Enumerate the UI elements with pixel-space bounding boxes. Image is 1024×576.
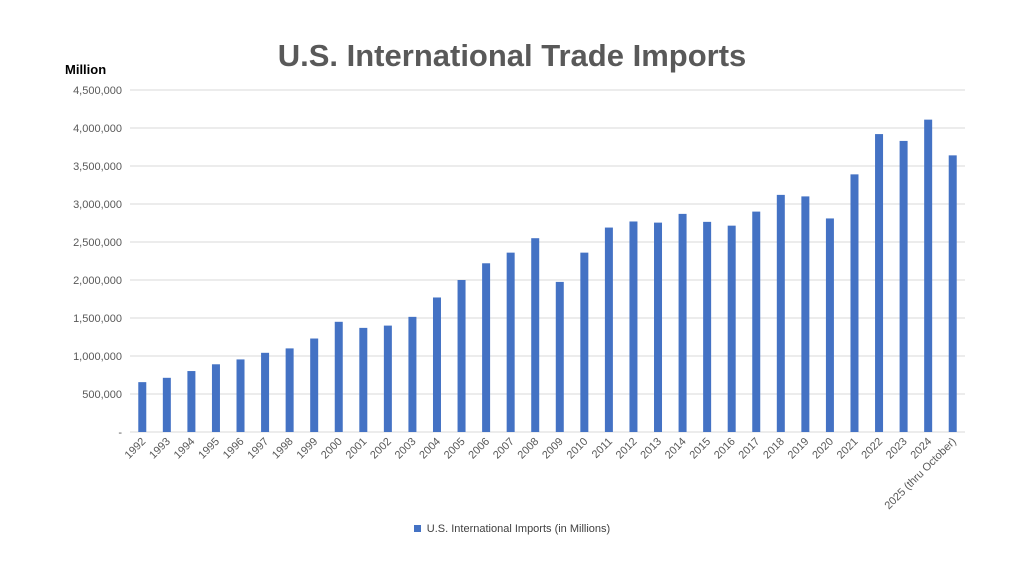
x-tick-label: 2011	[590, 436, 615, 461]
x-tick-label: 1997	[245, 436, 271, 462]
x-tick-label: 2023	[884, 436, 910, 462]
x-tick-label: 2000	[319, 436, 345, 462]
y-tick-label: 2,500,000	[73, 237, 122, 249]
bar	[432, 297, 441, 432]
x-tick-label: 2015	[687, 436, 713, 462]
y-tick-label: 3,500,000	[73, 161, 122, 173]
x-tick-label: 1995	[196, 436, 222, 462]
bar	[138, 382, 147, 432]
bar	[236, 359, 245, 432]
bar	[334, 321, 343, 432]
x-tick-label: 2006	[466, 436, 492, 462]
bar	[875, 134, 884, 432]
y-tick-label: 500,000	[82, 389, 122, 401]
bar	[752, 211, 761, 432]
bar	[383, 325, 392, 432]
bar	[162, 377, 171, 432]
x-tick-label: 1999	[295, 436, 321, 462]
x-tick-label: 2003	[393, 436, 419, 462]
x-tick-label: 2020	[810, 436, 836, 462]
x-tick-label: 2016	[712, 436, 738, 462]
legend: U.S. International Imports (in Millions)	[0, 523, 1024, 535]
x-tick-label: 2010	[565, 436, 591, 462]
bar	[850, 174, 859, 433]
x-tick-label: 2007	[491, 436, 517, 462]
bar	[531, 238, 540, 432]
x-tick-label: 2001	[344, 436, 370, 462]
x-tick-label: 2018	[761, 436, 787, 462]
y-tick-label: 4,500,000	[73, 85, 122, 97]
x-tick-label: 2022	[859, 436, 885, 462]
bar	[924, 119, 933, 432]
x-tick-label: 2002	[368, 436, 394, 462]
legend-swatch	[413, 525, 421, 532]
y-axis-unit-label: Million	[65, 62, 107, 77]
bar	[211, 364, 220, 432]
x-tick-label: 2008	[516, 436, 542, 462]
bar	[457, 280, 466, 432]
x-tick-label: 2017	[737, 436, 763, 462]
bar	[482, 263, 491, 432]
x-tick-label: 1996	[221, 436, 247, 462]
bar	[187, 371, 196, 432]
y-tick-label: 1,500,000	[73, 313, 122, 325]
y-tick-label: 4,000,000	[73, 123, 122, 135]
bar	[310, 338, 319, 432]
x-tick-label: 2019	[786, 436, 812, 462]
bar	[825, 218, 834, 432]
x-tick-label: 2005	[442, 436, 468, 462]
bar	[899, 140, 908, 433]
bar	[703, 221, 712, 432]
bar	[654, 222, 663, 432]
bar	[261, 352, 270, 432]
legend-label: U.S. International Imports (in Millions)	[426, 523, 611, 535]
x-tick-label: 2013	[638, 436, 664, 462]
bar	[580, 252, 589, 432]
x-tick-label: 1994	[172, 436, 198, 462]
bar	[555, 281, 564, 432]
x-tick-label: 2012	[614, 436, 640, 462]
bar	[776, 194, 785, 432]
y-tick-label: -	[118, 427, 122, 439]
bar	[801, 196, 810, 432]
bar	[506, 252, 515, 432]
x-tick-label: 1992	[123, 436, 149, 462]
x-tick-label: 2004	[417, 436, 443, 462]
y-tick-label: 2,000,000	[73, 275, 122, 287]
bar	[678, 213, 687, 432]
bar	[285, 348, 294, 432]
x-tick-label: 1998	[270, 436, 296, 462]
y-tick-label: 1,000,000	[73, 351, 122, 363]
x-tick-label: 2009	[540, 436, 566, 462]
bar	[948, 155, 957, 433]
chart-title: U.S. International Trade Imports	[277, 38, 747, 73]
y-tick-label: 3,000,000	[73, 199, 122, 211]
x-tick-label: 2021	[835, 436, 861, 462]
bar	[727, 225, 736, 432]
x-tick-label: 2014	[663, 436, 689, 462]
bar	[408, 316, 417, 432]
bar	[629, 221, 638, 432]
bar	[604, 227, 613, 432]
x-tick-label: 1993	[147, 436, 173, 462]
bar	[359, 327, 368, 432]
